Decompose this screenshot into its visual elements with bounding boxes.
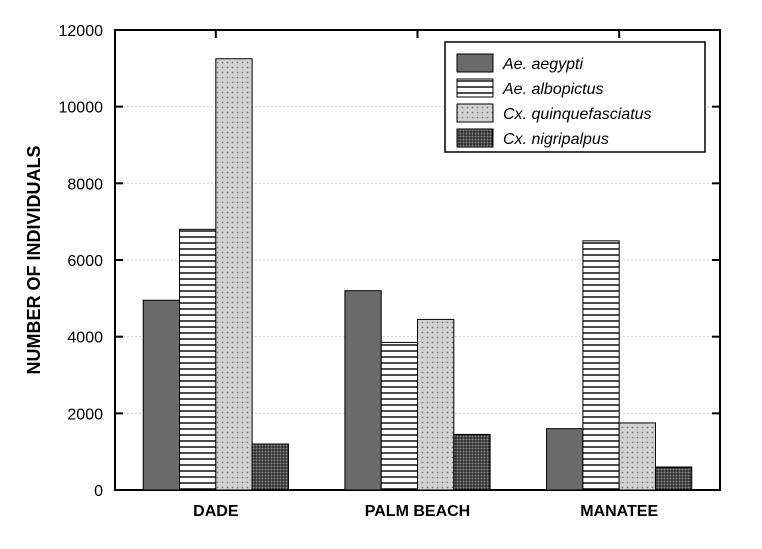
bar	[655, 467, 691, 490]
ytick-label: 6000	[67, 253, 103, 270]
y-axis-label: NUMBER OF INDIVIDUALS	[24, 146, 44, 375]
xtick-label: DADE	[193, 503, 239, 520]
bar	[180, 229, 216, 490]
ytick-label: 4000	[67, 330, 103, 347]
bar	[252, 444, 288, 490]
ytick-label: 10000	[59, 100, 104, 117]
ytick-label: 2000	[67, 406, 103, 423]
bar	[345, 291, 381, 490]
bar	[547, 429, 583, 490]
bar	[216, 59, 252, 490]
bar	[418, 319, 454, 490]
ytick-label: 12000	[59, 23, 104, 40]
bar	[143, 300, 179, 490]
bar-chart: 0 2000 4000 6000 8000 10000 12000 DADE PALM BEAC…	[0, 0, 762, 549]
legend-label: Ae. aegypti	[502, 56, 584, 73]
legend-swatch	[457, 129, 493, 147]
legend-label: Cx. nigripalpus	[503, 131, 609, 148]
bar	[619, 423, 655, 490]
legend-swatch	[457, 54, 493, 72]
xtick-label: PALM BEACH	[365, 503, 470, 520]
bar	[454, 434, 490, 490]
xtick-label: MANATEE	[580, 503, 658, 520]
ytick-label: 0	[94, 483, 103, 500]
legend-swatch	[457, 104, 493, 122]
bar	[381, 342, 417, 490]
chart-container: 0 2000 4000 6000 8000 10000 12000 DADE PALM BEAC…	[0, 0, 762, 549]
legend-swatch	[457, 79, 493, 97]
bar	[583, 241, 619, 490]
legend-label: Cx. quinquefasciatus	[503, 106, 652, 123]
legend-label: Ae. albopictus	[502, 81, 604, 98]
ytick-label: 8000	[67, 176, 103, 193]
